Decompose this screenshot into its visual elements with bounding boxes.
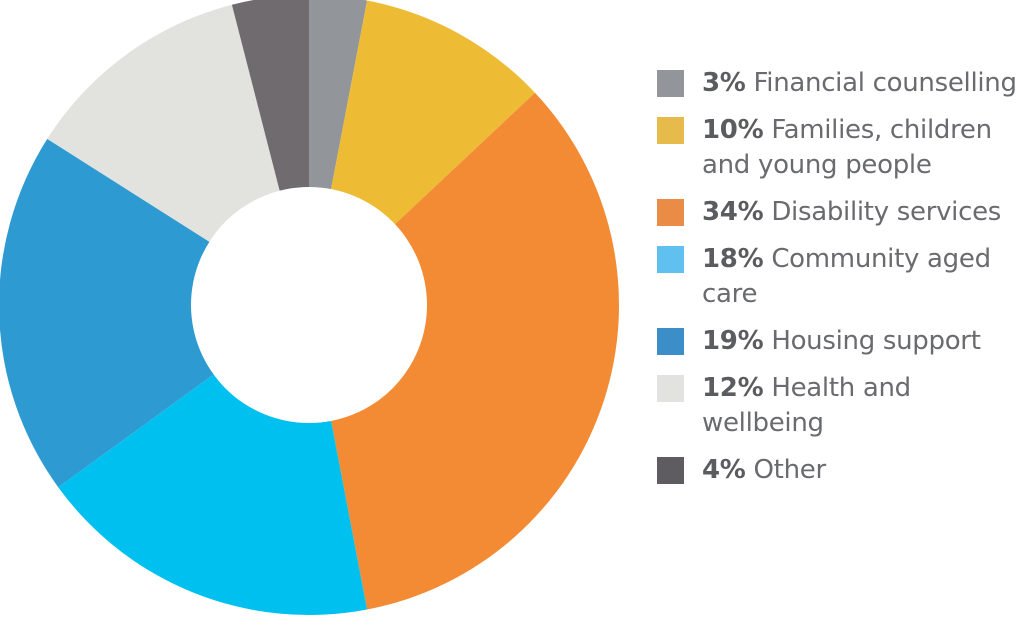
legend-swatch xyxy=(657,375,684,402)
legend-label: Health and wellbeing xyxy=(702,373,911,438)
legend-percent: 3% xyxy=(702,68,746,98)
donut-hole xyxy=(191,187,427,423)
legend-label: Disability services xyxy=(771,197,1002,227)
legend-item-other: 4% Other xyxy=(657,453,1017,488)
pie-slice-housing-support xyxy=(0,138,309,488)
legend-percent: 19% xyxy=(702,326,764,356)
legend-percent: 4% xyxy=(702,455,746,485)
legend-label: Community aged care xyxy=(702,244,991,309)
legend-item-health-wellbeing: 12% Health and wellbeing xyxy=(657,371,1017,441)
legend-percent: 12% xyxy=(702,373,764,403)
legend-item-disability-services: 34% Disability services xyxy=(657,195,1017,230)
legend-label: Housing support xyxy=(771,326,981,356)
legend: 3% Financial counselling 10% Families, c… xyxy=(657,66,1017,500)
legend-swatch xyxy=(657,328,684,355)
legend-item-housing-support: 19% Housing support xyxy=(657,324,1017,359)
legend-item-financial-counselling: 3% Financial counselling xyxy=(657,66,1017,101)
legend-label: Financial counselling xyxy=(753,68,1017,98)
legend-swatch xyxy=(657,199,684,226)
legend-label: Families, children and young people xyxy=(702,115,992,180)
legend-swatch xyxy=(657,457,684,484)
legend-item-families-children-young-people: 10% Families, children and young people xyxy=(657,113,1017,183)
legend-percent: 10% xyxy=(702,115,764,145)
legend-percent: 18% xyxy=(702,244,764,274)
legend-percent: 34% xyxy=(702,197,764,227)
legend-swatch xyxy=(657,70,684,97)
pie-slice-disability-services xyxy=(309,92,620,610)
legend-item-community-aged-care: 18% Community aged care xyxy=(657,242,1017,312)
legend-label: Other xyxy=(753,455,827,485)
legend-swatch xyxy=(657,246,684,273)
legend-swatch xyxy=(657,117,684,144)
